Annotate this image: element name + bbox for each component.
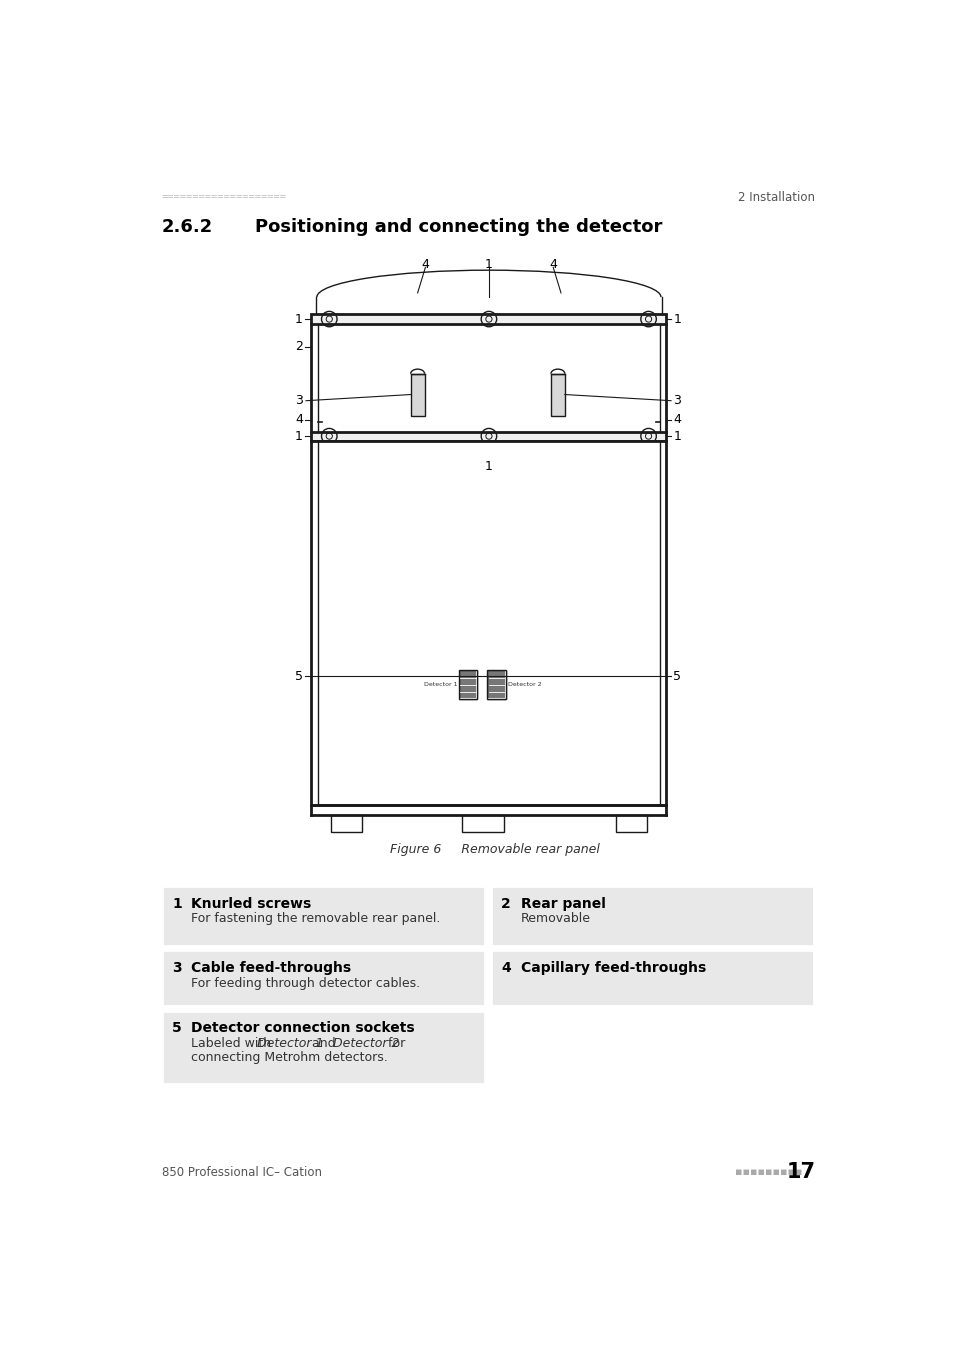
Bar [487, 670, 505, 699]
Text: Detector 1: Detector 1 [423, 682, 456, 687]
Bar [311, 432, 666, 440]
Text: 4: 4 [500, 961, 511, 975]
Text: 2.6.2: 2.6.2 [162, 219, 213, 236]
Text: 1: 1 [294, 313, 303, 325]
Text: 3: 3 [172, 961, 181, 975]
Text: For fastening the removable rear panel.: For fastening the removable rear panel. [192, 913, 440, 925]
Bar [461, 815, 504, 832]
Bar [410, 374, 424, 416]
Text: Labeled with: Labeled with [192, 1037, 275, 1050]
Text: 17: 17 [785, 1162, 815, 1183]
Text: 1: 1 [673, 313, 680, 325]
Text: 1: 1 [294, 429, 303, 443]
Text: Cable feed-throughs: Cable feed-throughs [192, 961, 351, 975]
Text: 1: 1 [484, 459, 493, 472]
Bar [550, 374, 564, 416]
Text: Detector 2: Detector 2 [333, 1037, 398, 1050]
Text: 850 Professional IC– Cation: 850 Professional IC– Cation [162, 1166, 321, 1179]
Text: 1: 1 [484, 258, 493, 271]
Text: 4: 4 [673, 413, 680, 427]
Text: for: for [384, 1037, 405, 1050]
Bar [458, 670, 476, 699]
Bar [311, 440, 666, 805]
Bar [491, 886, 814, 946]
Text: 3: 3 [673, 394, 680, 408]
Text: 2 Installation: 2 Installation [738, 190, 815, 204]
Bar [162, 950, 484, 1006]
Text: Detector connection sockets: Detector connection sockets [192, 1022, 415, 1035]
Text: 5: 5 [673, 670, 680, 683]
Bar [331, 815, 361, 832]
Text: Removable: Removable [520, 913, 590, 925]
Bar [487, 670, 505, 699]
Text: 4: 4 [549, 258, 557, 271]
Text: 2: 2 [500, 896, 511, 911]
Bar [491, 950, 814, 1006]
Bar [616, 815, 646, 832]
Bar [311, 315, 666, 324]
Text: Figure 6     Removable rear panel: Figure 6 Removable rear panel [390, 844, 599, 856]
Text: 5: 5 [294, 670, 303, 683]
Text: 4: 4 [294, 413, 303, 427]
Bar [458, 670, 476, 699]
Text: 3: 3 [294, 394, 303, 408]
Text: 4: 4 [421, 258, 429, 271]
Text: ====================: ==================== [162, 193, 287, 202]
Text: Positioning and connecting the detector: Positioning and connecting the detector [254, 219, 661, 236]
Text: 5: 5 [172, 1022, 181, 1035]
Text: For feeding through detector cables.: For feeding through detector cables. [192, 976, 420, 990]
Text: 1: 1 [172, 896, 181, 911]
Text: Rear panel: Rear panel [520, 896, 605, 911]
Text: and: and [308, 1037, 339, 1050]
Text: Knurled screws: Knurled screws [192, 896, 312, 911]
Text: Detector 2: Detector 2 [507, 682, 540, 687]
Text: Detector 1: Detector 1 [256, 1037, 323, 1050]
Text: 2: 2 [294, 340, 303, 354]
Bar [162, 1011, 484, 1084]
Bar [487, 670, 505, 699]
Bar [458, 670, 476, 699]
Text: 1: 1 [673, 429, 680, 443]
Text: Capillary feed-throughs: Capillary feed-throughs [520, 961, 705, 975]
Text: connecting Metrohm detectors.: connecting Metrohm detectors. [192, 1050, 388, 1064]
Bar [162, 886, 484, 946]
Text: ▪▪▪▪▪▪▪▪▪: ▪▪▪▪▪▪▪▪▪ [735, 1168, 802, 1177]
